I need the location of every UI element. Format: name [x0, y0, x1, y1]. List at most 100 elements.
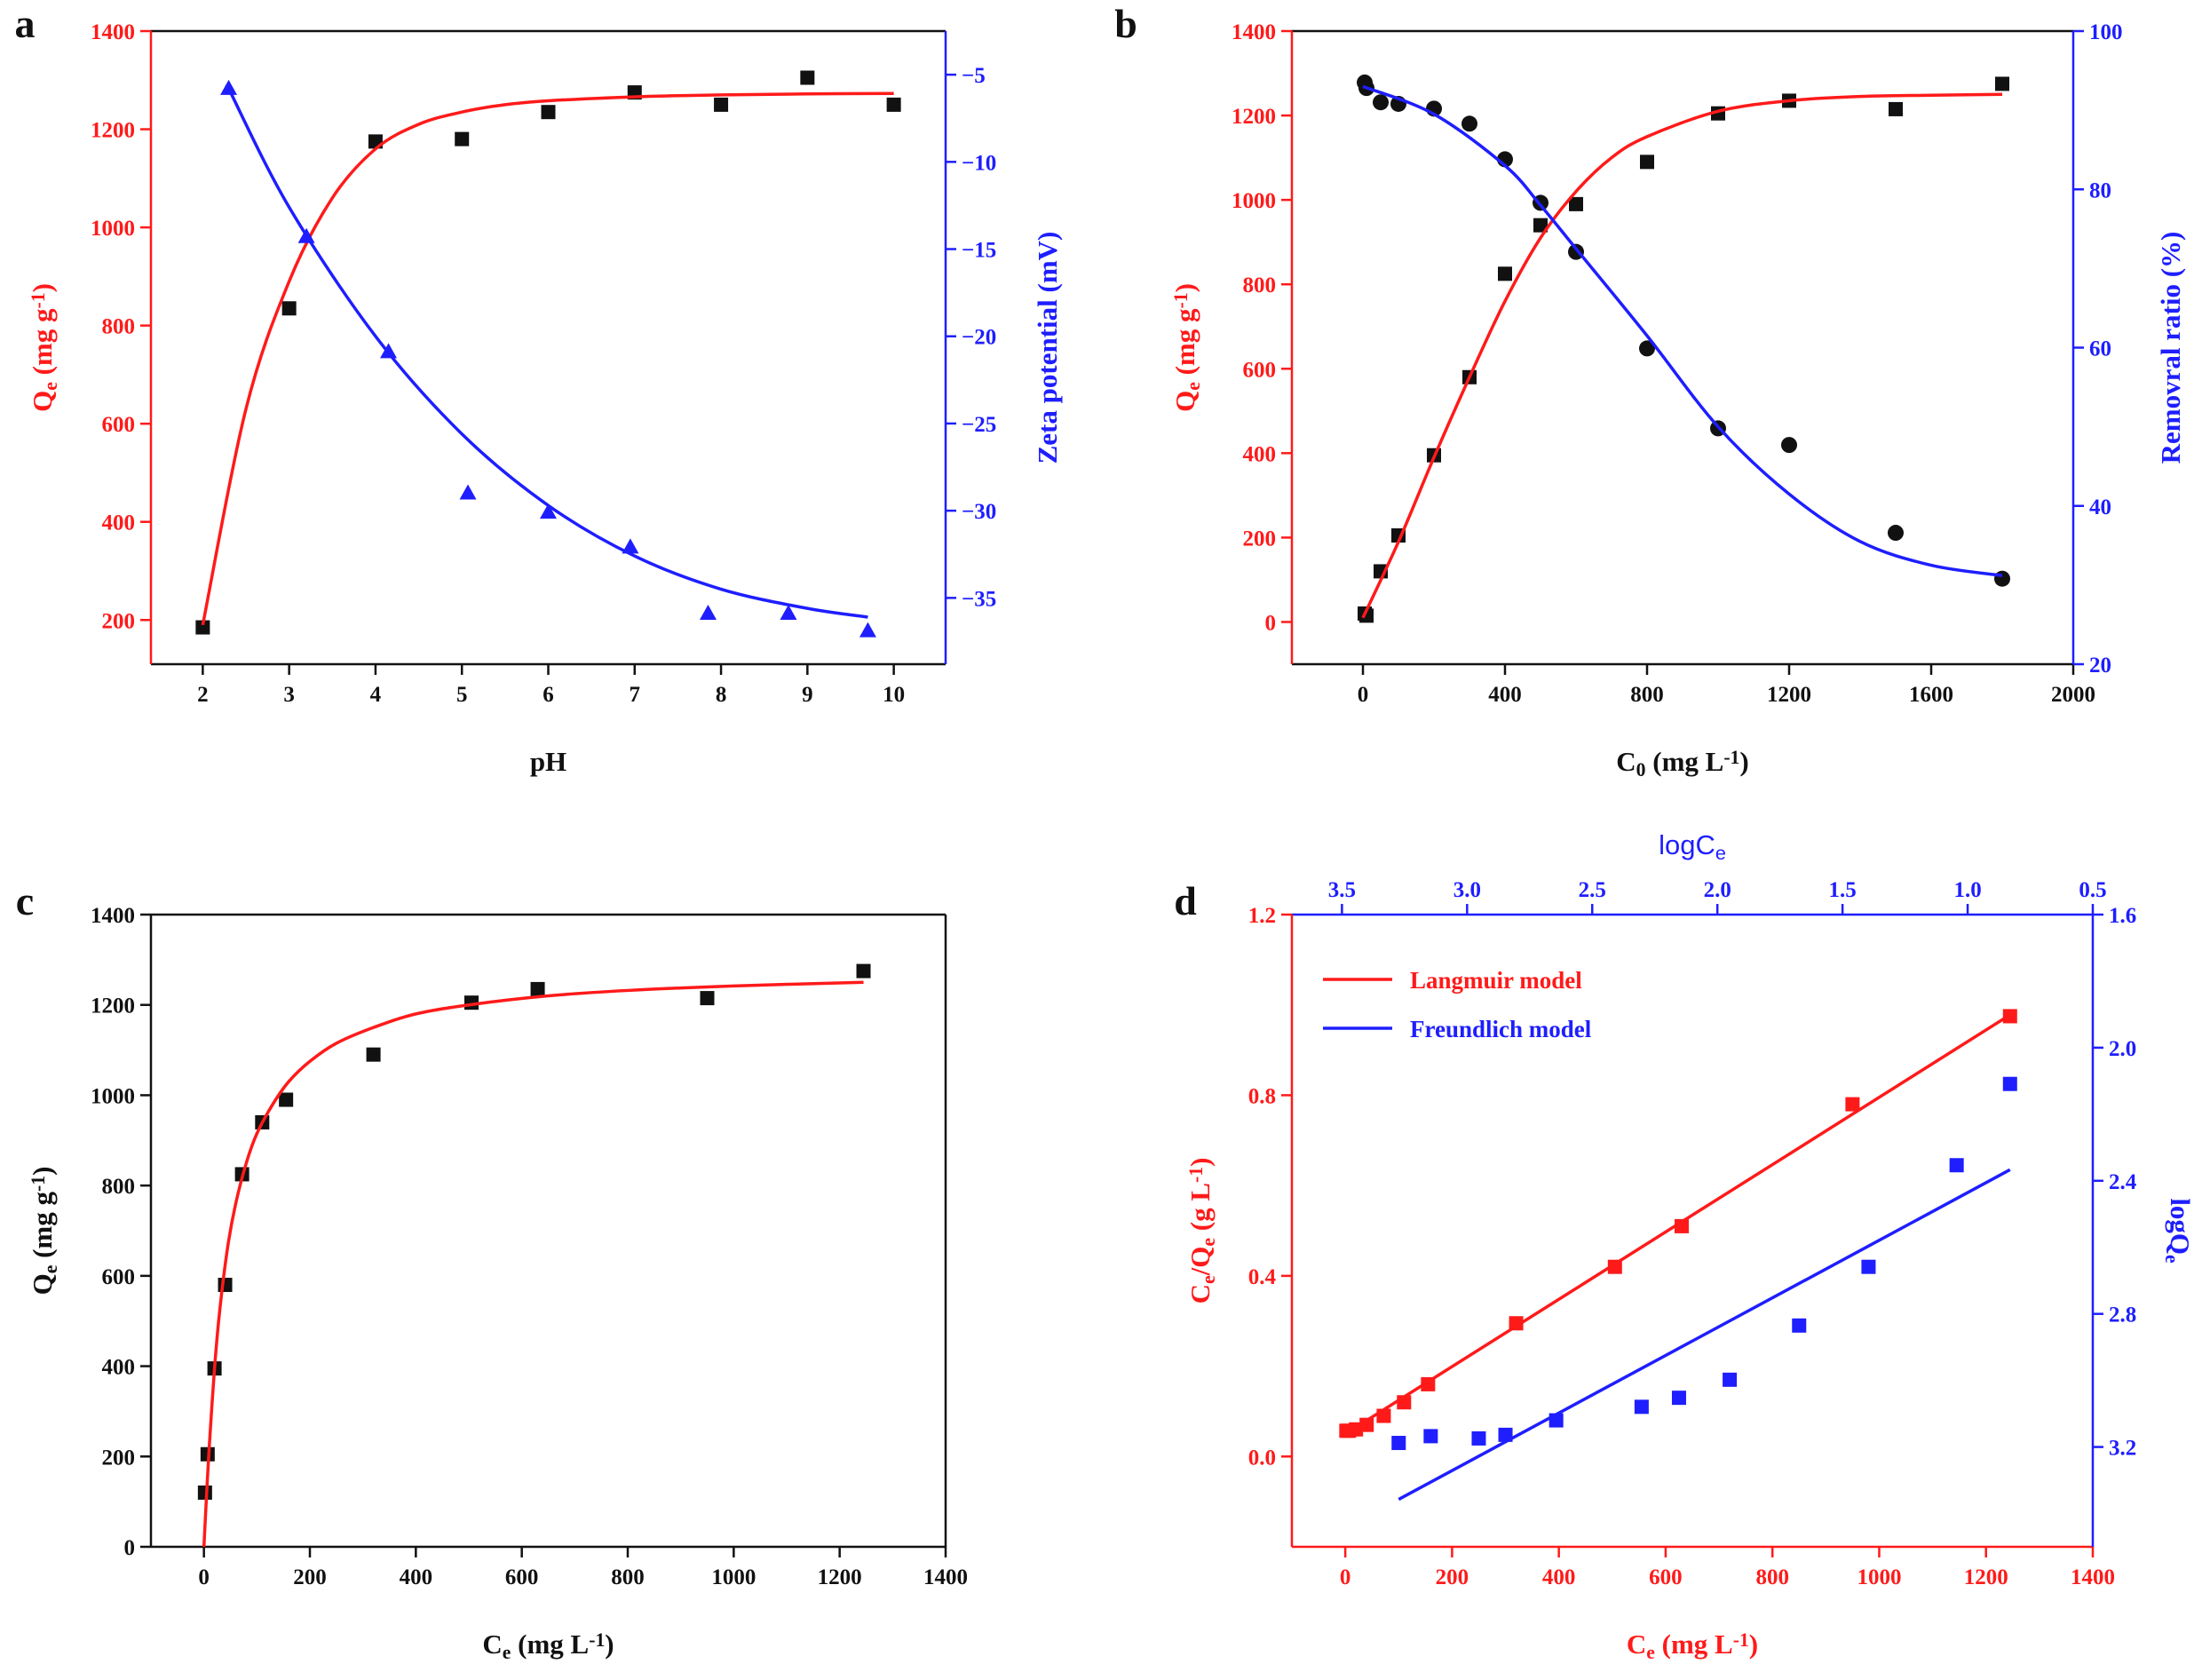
panel-d-y-tick-label: 0.8 — [1248, 1084, 1276, 1108]
panel-b-y-tick-label: 0 — [1265, 611, 1277, 635]
panel-b-x-tick-label: 1200 — [1767, 683, 1811, 707]
panel-a-point — [699, 605, 717, 621]
panel-b-point — [1994, 570, 2010, 587]
panel-a-right-tick-label: −35 — [962, 587, 996, 611]
panel-d-x-tick-label: 0 — [1340, 1565, 1351, 1589]
panel-a-x-label: pH — [530, 746, 566, 777]
panel-a-point — [622, 538, 639, 554]
panel-c-y-tick-label: 800 — [102, 1175, 136, 1199]
panel-a-y-label: Qe (mg g-1) — [27, 283, 61, 412]
panel-d-point — [1861, 1259, 1876, 1274]
panel-c-point — [218, 1278, 233, 1293]
panel-c-y-tick-label: 200 — [102, 1446, 136, 1470]
panel-b-point — [1373, 94, 1389, 111]
panel-b-right-tick-label: 20 — [2089, 654, 2111, 678]
panel-a-fit-line-3 — [226, 88, 868, 619]
panel-a-letter: a — [15, 1, 36, 46]
panel-a-y-tick-label: 200 — [102, 609, 136, 633]
panel-b-x-tick-label: 2000 — [2051, 683, 2095, 707]
panel-a-point — [455, 131, 470, 147]
panel-d-y-label: Ce/Qe (g L-1) — [1184, 1158, 1219, 1304]
panel-a-right-tick-label: −25 — [962, 413, 996, 437]
panel-d-point — [1671, 1391, 1686, 1406]
panel-a-right-label: Zeta potential (mV) — [1032, 232, 1063, 464]
panel-d-x-tick-label: 1000 — [1857, 1565, 1901, 1589]
panel-c-x-tick-label: 1400 — [923, 1565, 968, 1589]
panel-d-point — [1423, 1429, 1438, 1444]
panel-a-x-tick-label: 7 — [630, 683, 641, 707]
panel-d-x-tick-label: 1400 — [2071, 1565, 2115, 1589]
panel-d-right-tick-label: 2.0 — [2109, 1037, 2136, 1061]
panel-a-x-tick-label: 2 — [197, 683, 209, 707]
panel-a-y-tick-label: 600 — [102, 413, 136, 437]
panel-b-right-tick-label: 100 — [2089, 20, 2123, 44]
panel-d-letter: d — [1174, 878, 1197, 923]
panel-d-x-tick-label: 400 — [1542, 1565, 1576, 1589]
panel-a-y-tick-label: 1000 — [91, 217, 135, 241]
panel-b-y-tick-label: 800 — [1243, 273, 1277, 297]
panel-c-y-tick-label: 400 — [102, 1356, 136, 1380]
panel-b-y-tick-label: 1000 — [1232, 189, 1276, 213]
panel-d-top-tick-label: 3.0 — [1453, 878, 1481, 902]
panel-b-fit-line-3 — [1362, 84, 2003, 577]
panel-d-x-tick-label: 800 — [1755, 1565, 1789, 1589]
panel-c-point — [530, 981, 545, 996]
panel-c-y-tick-label: 1400 — [91, 904, 135, 928]
panel-b-x-label: C0 (mg L-1) — [1616, 746, 1748, 781]
panel-b-point — [1461, 115, 1477, 132]
panel-a-right-tick-label: −15 — [962, 239, 996, 263]
panel-d-right-tick-label: 2.8 — [2109, 1304, 2136, 1327]
panel-b-x-tick-label: 1600 — [1909, 683, 1953, 707]
panel-b-point — [1533, 218, 1548, 233]
panel-d-y-tick-label: 0.0 — [1248, 1446, 1276, 1470]
panel-b-letter: b — [1114, 1, 1137, 46]
panel-a-x-tick-label: 9 — [802, 683, 813, 707]
panel-d-point — [1949, 1158, 1964, 1173]
panel-d-right-tick-label: 2.4 — [2109, 1170, 2137, 1194]
panel-d-x-label: Ce (mg L-1) — [1627, 1628, 1758, 1663]
panel-d-right-label: logQe — [2162, 1198, 2197, 1264]
panel-a-x-tick-label: 10 — [883, 683, 905, 707]
panel-d-top-tick-label: 2.5 — [1579, 878, 1606, 902]
panel-a-x-tick-label: 6 — [543, 683, 554, 707]
panel-a-point — [195, 620, 210, 635]
panel-b-point — [1889, 101, 1903, 116]
panel-d-point — [1845, 1097, 1860, 1112]
panel-d-y-tick-label: 1.2 — [1248, 904, 1276, 928]
panel-a-right-tick-label: −10 — [962, 151, 996, 175]
panel-d-top-tick-label: 1.5 — [1829, 878, 1857, 902]
panel-d-point — [1391, 1436, 1406, 1451]
panel-d-point — [1634, 1399, 1649, 1415]
panel-c-x-tick-label: 0 — [198, 1565, 210, 1589]
panel-d-point — [1723, 1372, 1738, 1387]
panel-c-point — [366, 1047, 381, 1062]
panel-c-point — [197, 1485, 212, 1500]
panel-a-x-tick-label: 3 — [283, 683, 295, 707]
panel-d-point — [1471, 1430, 1486, 1446]
panel-b-y-tick-label: 1200 — [1232, 105, 1276, 129]
panel-d-top-tick-label: 0.5 — [2079, 878, 2106, 902]
panel-d-right-tick-label: 3.2 — [2109, 1437, 2136, 1461]
panel-b-point — [1569, 196, 1583, 211]
panel-b-y-tick-label: 400 — [1243, 442, 1277, 466]
panel-b-y-tick-label: 600 — [1243, 358, 1277, 382]
panel-d-x-tick-label: 1200 — [1964, 1565, 2008, 1589]
panel-c-letter: c — [16, 878, 34, 923]
panel-c-y-label: Qe (mg g-1) — [27, 1167, 61, 1296]
panel-b-y-tick-label: 200 — [1243, 527, 1277, 551]
panel-b-point — [1639, 340, 1655, 357]
legend-label: Langmuir model — [1410, 967, 1582, 994]
panel-c-x-tick-label: 1200 — [818, 1565, 862, 1589]
panel-a-y-tick-label: 1400 — [91, 20, 135, 44]
panel-d-top-label: logCe — [1659, 829, 1726, 864]
panel-b-point — [1995, 76, 2009, 91]
panel-a-point — [281, 301, 297, 316]
panel-c-point — [856, 963, 871, 979]
panel-b-right-tick-label: 80 — [2089, 178, 2111, 202]
panel-c-point — [279, 1092, 294, 1107]
panel-b-point — [1888, 525, 1904, 542]
panel-c-y-tick-label: 600 — [102, 1265, 136, 1289]
panel-c-x-tick-label: 200 — [293, 1565, 327, 1589]
panel-d-top-tick-label: 3.5 — [1328, 878, 1356, 902]
